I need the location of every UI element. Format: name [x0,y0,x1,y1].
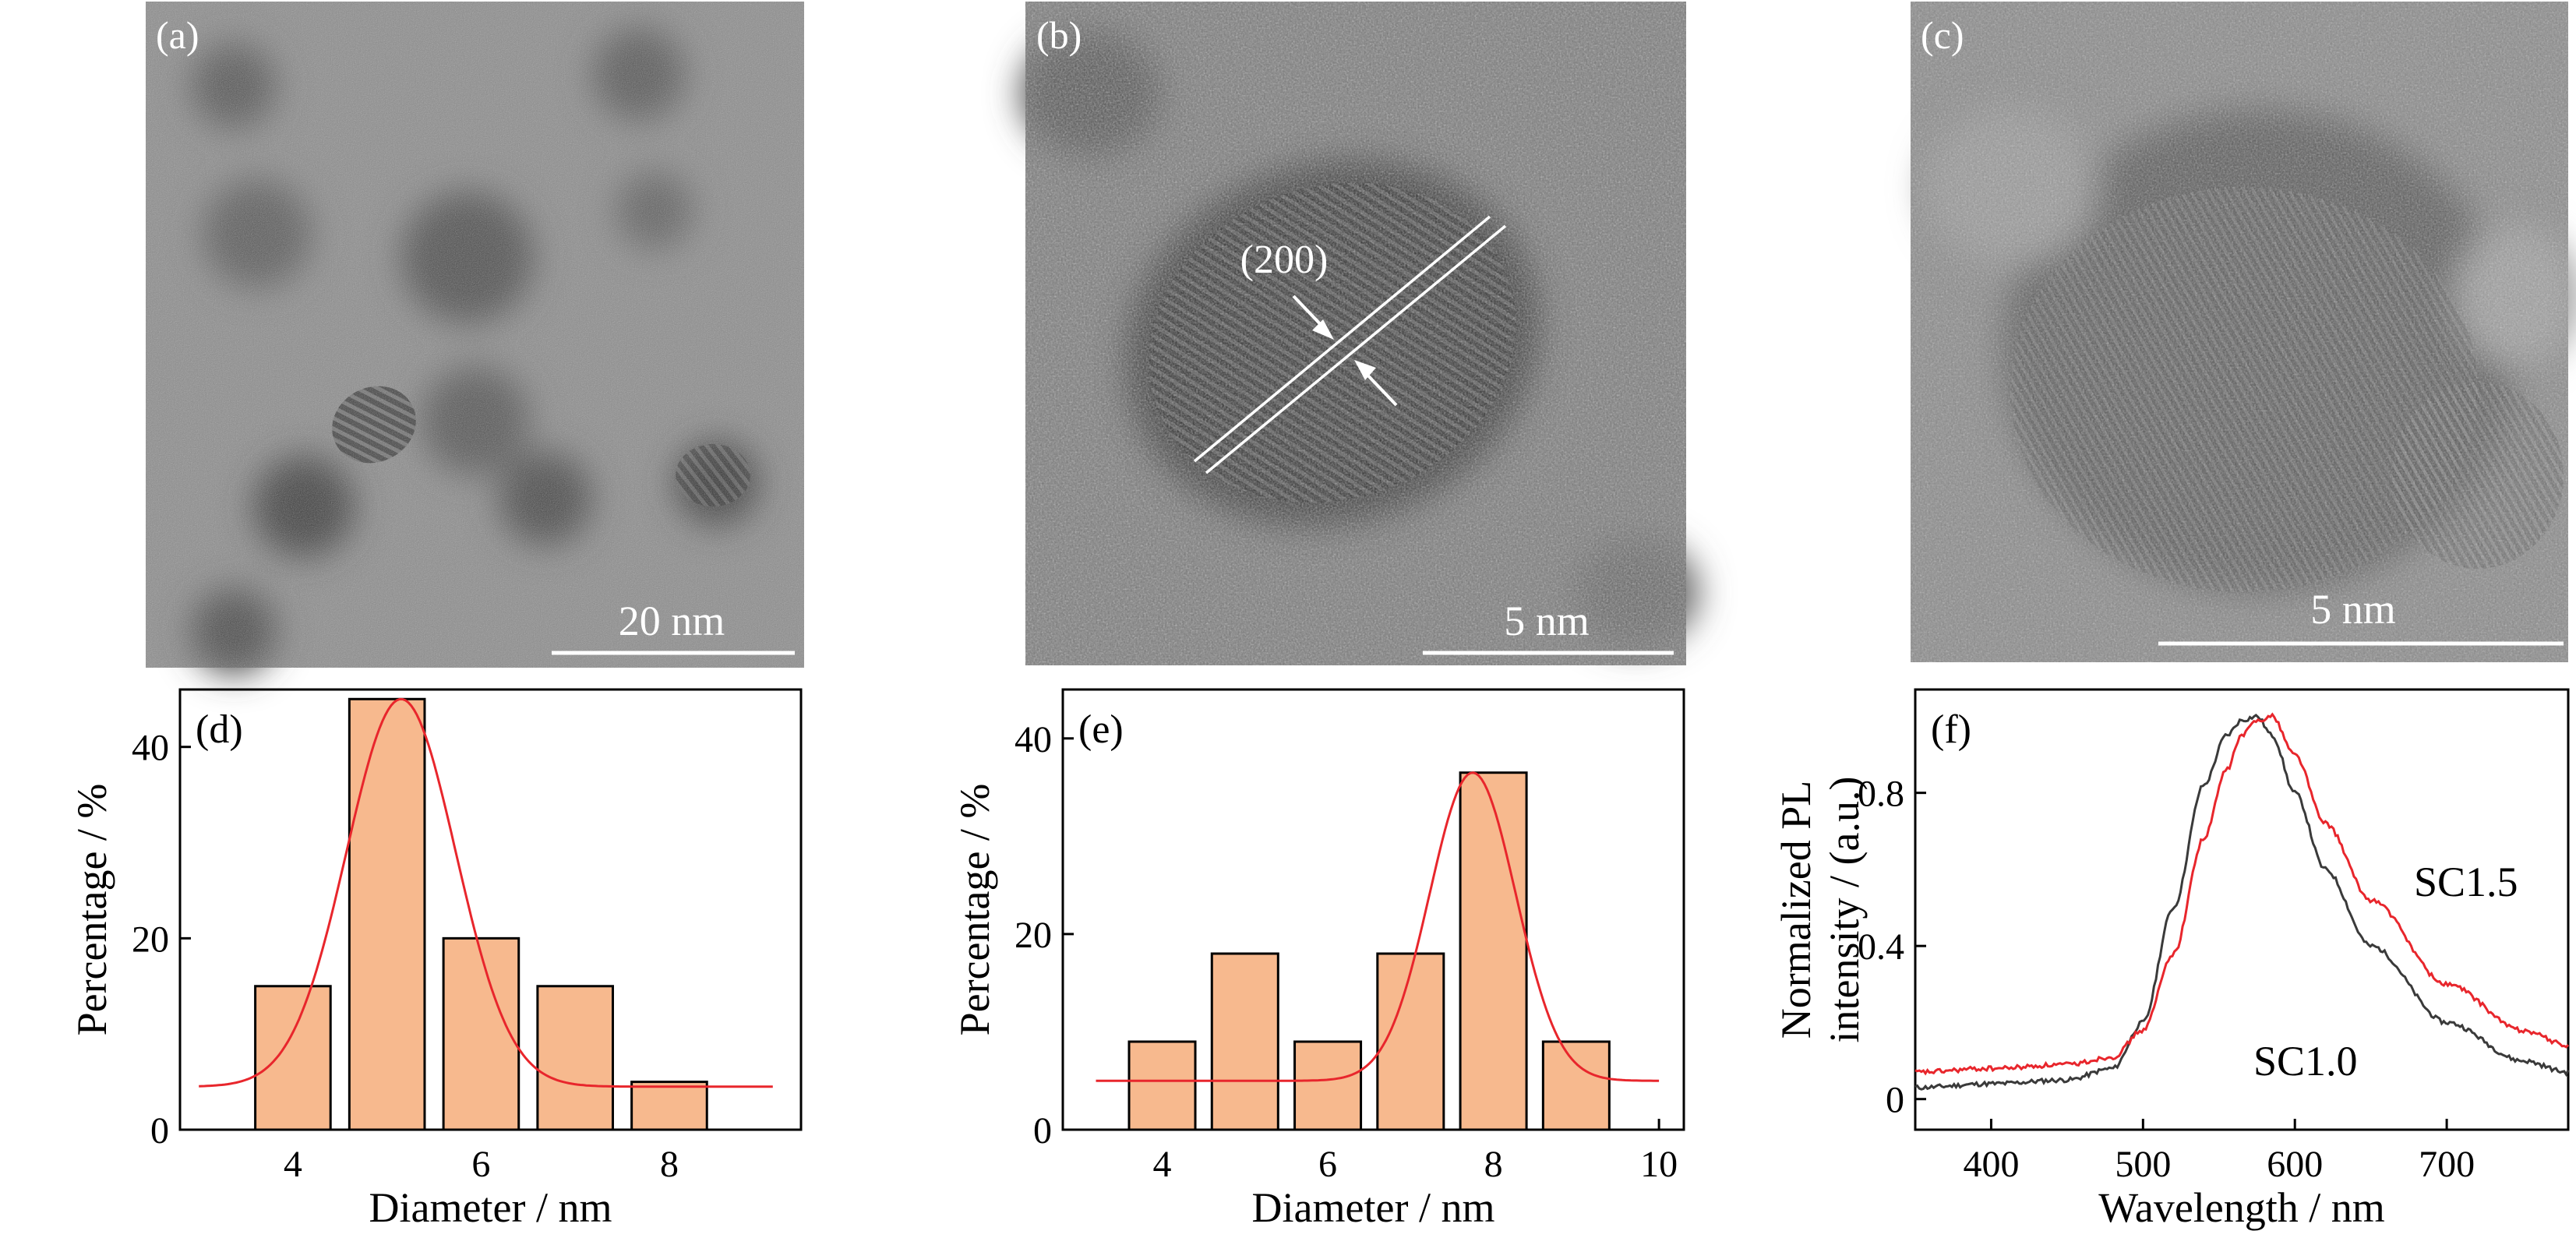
x-axis-label: Diameter / nm [369,1184,612,1231]
x-tick-label: 6 [1318,1144,1337,1185]
y-axis-label-line: intensity / (a.u.) [1821,777,1868,1043]
x-tick-label: 8 [660,1144,679,1185]
x-tick-label: 700 [2419,1144,2475,1185]
histogram-bar [1210,952,1279,1131]
histogram-bar [442,936,520,1131]
x-tick-label: 10 [1640,1144,1678,1185]
pl-spectrum-sc1-5 [1914,712,2570,1076]
x-axis-label: Wavelength / nm [2098,1184,2385,1231]
tem-panel-b [1021,2,1699,665]
y-axis-label: Normalized PLintensity / (a.u.) [1773,777,1868,1043]
histogram-bar [1293,1040,1363,1131]
plot-frame [1914,688,2570,1131]
panel-label: (f) [1931,707,1971,752]
histogram-bar [1541,1040,1611,1131]
y-tick-label: 0 [150,1110,169,1152]
x-tick-label: 400 [1963,1144,2019,1185]
y-tick-label: 20 [132,919,169,960]
tem-panel-c [1911,2,2576,662]
histogram-bar [1376,952,1445,1131]
histogram-bar [1459,771,1528,1131]
y-tick-label: 0.4 [1858,926,1904,968]
x-tick-label: 600 [2267,1144,2323,1185]
y-tick-label: 0 [1886,1080,1904,1121]
panel-label-c: (c) [1921,13,1964,57]
histogram-bar [254,985,332,1131]
x-axis-label: Diameter / nm [1252,1184,1495,1231]
series-label-sc10: SC1.0 [2253,1038,2358,1085]
chart-f: 400 500 600 700 0 0.4 0.8 Wavelength / nm (f) Nor… [1773,688,2570,1231]
histogram-bar [536,985,614,1131]
panel-label: (d) [196,707,243,752]
panel-label: (e) [1078,707,1124,752]
series-label-sc15: SC1.5 [2414,859,2518,905]
lattice-plane-label: (200) [1240,238,1329,282]
scale-label-b: 5 nm [1504,598,1590,644]
gaussian-fit-curve [1096,771,1660,1082]
gaussian-fit-curve [199,697,773,1088]
x-tick-label: 8 [1484,1144,1503,1185]
y-tick-label: 0.8 [1858,774,1904,815]
y-axis-label-line: Normalized PL [1773,781,1819,1039]
lattice-line-1 [1193,215,1491,463]
tem-panel-a [146,2,804,674]
y-axis-label: Percentage / % [69,784,115,1036]
x-tick-label: 500 [2115,1144,2171,1185]
y-tick-label: 40 [1015,719,1052,760]
scale-label-a: 20 nm [619,598,725,644]
panel-label-b: (b) [1036,13,1082,57]
pl-spectrum-sc1-0 [1914,713,2570,1091]
scale-label-c: 5 nm [2310,586,2396,633]
y-tick-label: 0 [1033,1110,1052,1152]
panel-label-a: (a) [156,13,199,57]
y-axis-label: Percentage / % [951,784,998,1036]
y-tick-label: 40 [132,728,169,769]
chart-d: 4 6 8 0 20 40 Diameter / nm (d) Percentage / % [69,688,803,1231]
plot-frame [1061,688,1685,1131]
histogram-bar [630,1081,708,1131]
x-tick-label: 4 [1153,1144,1172,1185]
x-tick-label: 4 [284,1144,302,1185]
chart-e: 4 6 8 10 0 20 40 Diameter / nm (e) Percentage / % [951,688,1685,1231]
histogram-bar [1127,1040,1197,1131]
x-tick-label: 6 [471,1144,490,1185]
lattice-line-2 [1205,224,1507,474]
histogram-bar [348,697,426,1131]
y-tick-label: 20 [1015,915,1052,956]
